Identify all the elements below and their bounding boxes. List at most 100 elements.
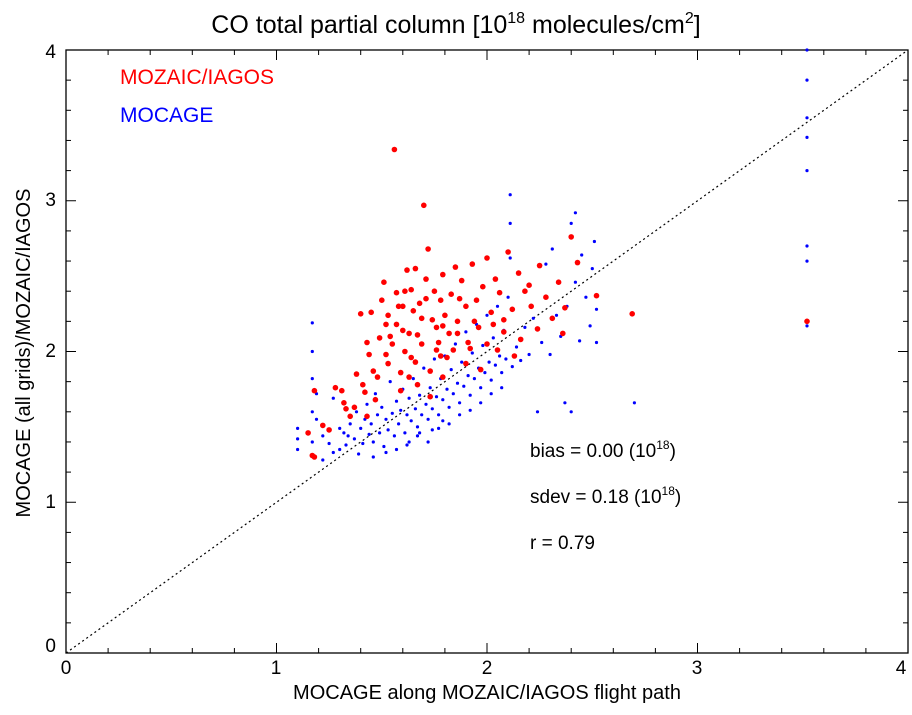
mocage-point bbox=[296, 426, 300, 430]
mozaic-point bbox=[475, 324, 482, 331]
mocage-point bbox=[415, 425, 420, 429]
mocage-point bbox=[527, 352, 531, 357]
mocage-point bbox=[468, 408, 472, 412]
x-tick-label: 0 bbox=[60, 658, 72, 679]
mocage-point bbox=[390, 411, 394, 415]
mocage-point bbox=[506, 295, 510, 299]
mozaic-point bbox=[448, 291, 455, 298]
mozaic-point bbox=[379, 297, 385, 304]
mozaic-point bbox=[364, 413, 370, 420]
mocage-point bbox=[441, 398, 445, 402]
mozaic-point bbox=[427, 368, 434, 374]
mocage-point bbox=[578, 339, 582, 343]
mocage-point bbox=[384, 450, 388, 455]
mocage-point bbox=[388, 380, 392, 384]
mocage-point bbox=[548, 352, 552, 357]
mozaic-point bbox=[414, 381, 421, 388]
mozaic-point bbox=[549, 315, 556, 322]
mocage-point bbox=[495, 304, 500, 308]
mozaic-point bbox=[320, 422, 326, 429]
mozaic-point bbox=[536, 262, 543, 269]
mocage-point bbox=[420, 413, 424, 417]
mocage-point bbox=[426, 417, 430, 421]
mozaic-point bbox=[389, 341, 396, 347]
mocage-point bbox=[380, 405, 384, 409]
mozaic-point bbox=[484, 341, 490, 347]
mozaic-point bbox=[341, 400, 347, 406]
mocage-point bbox=[460, 360, 464, 364]
mocage-point bbox=[588, 324, 592, 328]
mozaic-point bbox=[433, 324, 440, 331]
mozaic-point bbox=[444, 354, 450, 361]
mocage-point bbox=[455, 381, 460, 385]
mozaic-point bbox=[560, 330, 566, 337]
mocage-point bbox=[805, 259, 809, 263]
mocage-point bbox=[590, 267, 594, 271]
mozaic-point bbox=[400, 327, 406, 334]
mozaic-point bbox=[505, 249, 511, 255]
mozaic-point bbox=[385, 360, 391, 367]
mocage-point bbox=[569, 221, 573, 225]
mozaic-point bbox=[408, 286, 415, 293]
mocage-point bbox=[321, 434, 325, 438]
y-axis-label: MOCAGE (all grids)/MOZAIC/IAGOS bbox=[13, 188, 35, 518]
x-tick-label: 1 bbox=[270, 658, 282, 679]
mozaic-point bbox=[440, 374, 446, 380]
mozaic-point bbox=[467, 345, 474, 352]
mocage-point bbox=[310, 440, 314, 444]
mozaic-point bbox=[477, 366, 484, 373]
mozaic-point bbox=[804, 318, 810, 325]
mocage-point bbox=[428, 386, 432, 390]
mozaic-point bbox=[402, 288, 408, 295]
mocage-point bbox=[569, 410, 573, 414]
mozaic-point bbox=[509, 306, 516, 313]
mozaic-point bbox=[397, 387, 404, 394]
mocage-point bbox=[573, 211, 578, 215]
mozaic-point bbox=[391, 146, 398, 153]
mocage-point bbox=[327, 441, 331, 446]
mocage-point bbox=[354, 410, 359, 414]
mocage-point bbox=[470, 351, 474, 355]
mozaic-point bbox=[494, 347, 501, 353]
mocage-point bbox=[314, 417, 319, 421]
mozaic-point bbox=[528, 303, 534, 310]
mocage-point bbox=[405, 413, 409, 417]
mozaic-point bbox=[372, 396, 379, 403]
mocage-point bbox=[508, 221, 512, 225]
mocage-point bbox=[384, 417, 388, 421]
mocage-point bbox=[441, 419, 445, 423]
mocage-point bbox=[514, 345, 519, 349]
mozaic-point bbox=[442, 312, 448, 319]
mocage-point bbox=[386, 428, 390, 432]
mozaic-point bbox=[492, 276, 499, 282]
mozaic-point bbox=[362, 389, 368, 396]
mozaic-point bbox=[427, 393, 434, 400]
mocage-point bbox=[445, 387, 449, 391]
mocage-point bbox=[510, 365, 514, 369]
mocage-point bbox=[584, 295, 588, 299]
mocage-point bbox=[449, 368, 453, 372]
mozaic-point bbox=[311, 387, 318, 394]
mozaic-point bbox=[429, 317, 436, 323]
mozaic-point bbox=[374, 374, 381, 380]
mocage-point bbox=[805, 48, 809, 52]
mocage-point bbox=[411, 377, 415, 381]
mocage-point bbox=[359, 426, 363, 430]
mocage-point bbox=[481, 343, 485, 348]
x-tick-label: 3 bbox=[691, 658, 703, 679]
mozaic-point bbox=[431, 288, 438, 295]
mocage-point bbox=[458, 413, 462, 417]
mocage-point bbox=[805, 116, 809, 120]
mozaic-point bbox=[383, 321, 389, 328]
mozaic-point bbox=[397, 369, 404, 376]
mozaic-point bbox=[412, 265, 419, 272]
chart-title: CO total partial column [1018 molecules/… bbox=[211, 10, 701, 40]
mocage-point bbox=[498, 354, 502, 358]
bias-annotation: bias = 0.00 (1018) bbox=[530, 438, 676, 462]
mocage-point bbox=[352, 437, 356, 441]
mocage-point bbox=[344, 443, 348, 447]
mocage-point bbox=[378, 431, 382, 435]
mocage-point bbox=[338, 426, 342, 430]
mocage-point bbox=[554, 313, 559, 317]
mocage-point bbox=[550, 247, 554, 251]
